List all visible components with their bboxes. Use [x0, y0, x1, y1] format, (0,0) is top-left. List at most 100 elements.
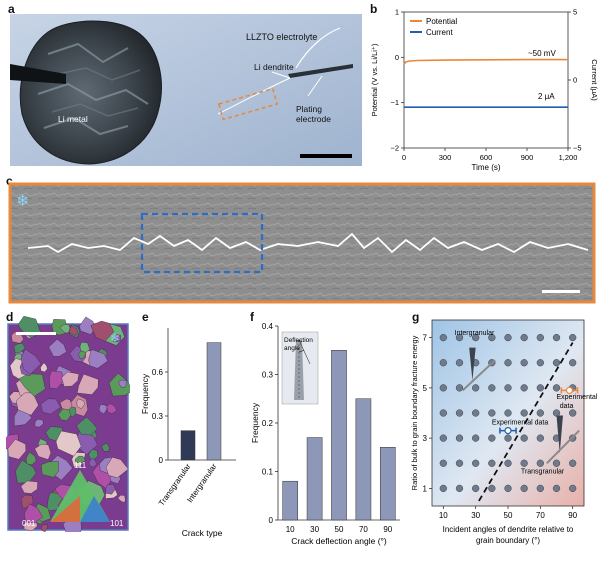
f-inset-label-1: Deflection [284, 337, 313, 344]
g-grid-point [552, 333, 561, 342]
f-ytick-label: 0.2 [262, 419, 274, 428]
dendrite-label: Li dendrite [254, 62, 294, 72]
b-xtick-label: 600 [480, 153, 493, 162]
g-grid-point [520, 434, 528, 442]
g-xlabel-1: Incident angles of dendrite relative to [443, 525, 574, 534]
ebsd-grain [105, 484, 116, 495]
g-grid-point [504, 359, 512, 367]
ebsd-grain [49, 370, 65, 390]
g-grid-point [455, 434, 464, 442]
f-ytick-label: 0.4 [262, 322, 274, 331]
f-ytick-label: 0.3 [262, 371, 274, 380]
g-grid-point [472, 459, 480, 467]
g-grid-point [569, 459, 577, 467]
g-grid-point [472, 484, 480, 493]
ebsd-grain [117, 494, 126, 503]
f-xtick-label: 30 [310, 525, 319, 534]
b-ytick-label: 1 [395, 8, 399, 17]
crack-path [27, 232, 589, 254]
ebsd-map-d: ❄ 111 001 101 [6, 315, 130, 532]
g-exp-point [565, 386, 574, 394]
plating-label-1: Plating [296, 104, 322, 114]
f-ytick-label: 0 [269, 516, 274, 525]
ebsd-grain [88, 458, 97, 468]
b-ytick-right-label: 0 [573, 76, 577, 85]
panel-f: f 0 0.1 0.2 0.3 0.4 10 30 50 70 90 Frequency Crack … [246, 310, 406, 546]
g-grid-point [439, 434, 447, 442]
b-ytick-right-label: 5 [573, 8, 577, 17]
g-grid-point [504, 409, 512, 417]
g-grid-point [455, 333, 464, 342]
panel-label-d: d [6, 310, 14, 324]
g-transgranular-boundary [546, 429, 580, 464]
b-ytick-label: −2 [390, 144, 399, 153]
g-grid-point [455, 484, 464, 493]
f-bar-30 [306, 437, 323, 521]
g-grid-point [472, 333, 480, 342]
ebsd-grain [105, 456, 129, 479]
e-ylabel: Frequency [140, 373, 150, 414]
g-grid-point [472, 384, 480, 392]
g-grid-point [439, 333, 447, 342]
b-ytick-right-label: −5 [573, 144, 582, 153]
g-grid-point [455, 384, 464, 392]
g-grid-point [439, 484, 447, 493]
g-grid-point [488, 459, 496, 467]
plating-label-2: electrode [296, 114, 331, 124]
e-ytick-label: 0.6 [152, 368, 164, 377]
annot-potential: ~50 mV [528, 49, 556, 58]
ebsd-grain [7, 439, 27, 460]
g-grid-point [536, 459, 544, 467]
g-xtick-label: 30 [471, 511, 480, 520]
g-boundary-line [478, 342, 574, 502]
f-inset-label-2: angle [284, 345, 300, 352]
g-grid-point [439, 359, 447, 367]
snowflake-icon-d: ❄ [110, 331, 120, 345]
panel-label-c: c [6, 174, 13, 188]
f-xlabel: Crack deflection angle (°) [291, 536, 387, 546]
f-ytick-label: 0.1 [262, 468, 274, 477]
g-grid-point [520, 459, 528, 467]
chart-g: Experimental data Experimental data Intergr… [410, 319, 598, 545]
panel-d: d ❄ 111 001 101 [6, 310, 130, 532]
g-ytick-label: 3 [423, 434, 428, 443]
sem-image-c: ❄ [8, 182, 596, 304]
g-grid-point [504, 484, 512, 493]
g-grid-point [504, 459, 512, 467]
panel-b: b 0 300 600 900 1,200 1 0 −1 −2 5 0 −5 Potential Cu… [368, 2, 598, 174]
ebsd-grain [55, 430, 82, 457]
b-xtick-label: 0 [402, 153, 406, 162]
ebsd-grain [113, 334, 122, 343]
legend-current: Current [426, 28, 453, 37]
ebsd-grain [118, 379, 128, 388]
ebsd-grain [41, 461, 59, 478]
g-grid-point [520, 409, 528, 417]
g-xtick-label: 10 [439, 511, 448, 520]
g-grid-point [455, 409, 464, 417]
e-bar-transgranular [180, 430, 196, 461]
g-intergranular-boundary [462, 359, 496, 392]
g-grid-point [536, 333, 544, 342]
li-metal-label: Li metal [58, 114, 88, 124]
b-xtick-label: 1,200 [559, 153, 578, 162]
f-bar-10 [282, 480, 299, 521]
e-ytick-label: 0.3 [152, 412, 164, 421]
electrolyte-label: LLZTO electrolyte [246, 32, 317, 42]
ebsd-grain [98, 403, 108, 415]
e-bar-intergranular [206, 342, 222, 461]
ebsd-grain [79, 316, 96, 335]
g-grid-point [488, 384, 496, 392]
g-grid-point [569, 484, 577, 493]
g-region-intergranular: Intergranular [455, 330, 495, 337]
g-grid-point [552, 384, 561, 392]
ebsd-grain [101, 443, 110, 452]
dendrite-zoom-box [217, 87, 279, 121]
panel-c: c ❄ [6, 174, 596, 304]
dendrite-line [217, 77, 291, 115]
g-grid-point [552, 484, 561, 493]
g-exp-label-2b: data [560, 403, 574, 410]
chart-b: 0 300 600 900 1,200 1 0 −1 −2 5 0 −5 Potential Curr… [370, 8, 598, 173]
legend-potential: Potential [426, 17, 457, 26]
b-xtick-label: 300 [439, 153, 452, 162]
chart-f: 0 0.1 0.2 0.3 0.4 10 30 50 70 90 Frequency Crack de… [250, 322, 400, 546]
